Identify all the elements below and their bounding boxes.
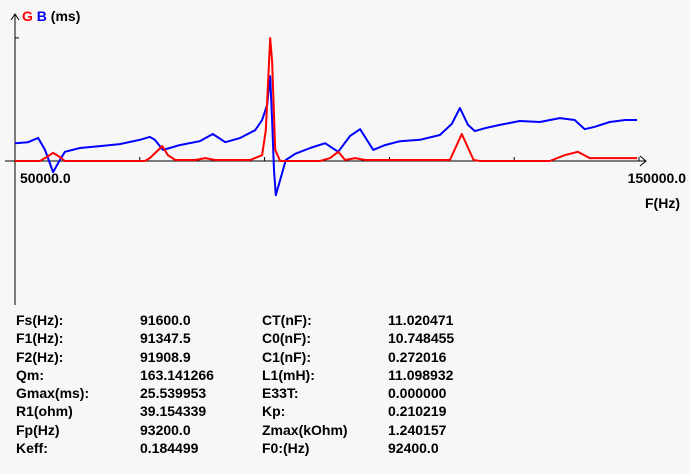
results-row: F2(Hz): 91908.9 C1(nF): 0.272016 [16,348,536,366]
results-row: Gmax(ms): 25.539953 E33T: 0.000000 [16,384,536,402]
x-axis-label: F(Hz) [645,195,680,211]
y-label-g: G [22,8,33,24]
param-value: 11.098932 [388,366,454,383]
param-label: Fs(Hz): [16,312,64,328]
param-label: F2(Hz): [16,348,64,365]
param-label: R1(ohm) [16,403,73,420]
param-value: 0.210219 [388,403,447,420]
param-label: C0(nF): [262,330,311,347]
param-label: Fp(Hz) [16,421,60,438]
results-row: F1(Hz): 91347.5 C0(nF): 10.748455 [16,329,536,347]
results-table: Fs(Hz): 91600.0 CT(nF): 11.020471 F1(Hz): 913… [16,311,536,457]
param-label: Keff: [16,440,48,457]
param-label: L1(mH): [262,366,315,383]
param-value: 11.020471 [388,312,454,328]
param-value: 0.000000 [388,385,447,402]
param-label: Kp: [262,403,286,420]
param-value: 39.154339 [140,403,207,420]
y-axis-arrow [10,13,20,21]
results-row: Fs(Hz): 91600.0 CT(nF): 11.020471 [16,311,536,329]
param-value: 92400.0 [388,440,439,457]
results-row: Fp(Hz) 93200.0 Zmax(kOhm) 1.240157 [16,421,536,439]
x-axis-arrow [639,155,647,167]
param-value: 1.240157 [388,421,447,438]
param-label: Zmax(kOhm) [262,421,348,438]
param-label: Qm: [16,366,44,383]
results-row: R1(ohm) 39.154339 Kp: 0.210219 [16,402,536,420]
param-value: 0.272016 [388,348,447,365]
series-g-line [15,37,638,162]
param-value: 91347.5 [140,330,191,347]
y-label-unit: (ms) [50,8,81,24]
results-row: Qm: 163.141266 L1(mH): 11.098932 [16,366,536,384]
param-value: 163.141266 [140,366,214,383]
param-value: 91908.9 [140,348,191,365]
x-tick-label-min: 50000.0 [20,170,71,186]
x-tick-label-max: 150000.0 [627,170,686,186]
param-label: F1(Hz): [16,330,64,347]
param-label: E33T: [262,385,299,402]
series-b-line [14,75,638,197]
param-value: 10.748455 [388,330,455,347]
results-row: Keff: 0.184499 F0:(Hz) 92400.0 [16,439,536,457]
param-label: C1(nF): [262,348,311,365]
param-label: Gmax(ms): [16,385,90,402]
y-label-b: B [36,8,47,24]
param-value: 25.539953 [140,385,207,402]
series-lines [14,37,638,197]
param-label: F0:(Hz) [262,440,310,457]
param-value: 93200.0 [140,421,191,438]
param-label: CT(nF): [262,312,312,328]
param-value: 0.184499 [140,440,199,457]
y-axis-label: G B (ms) [22,8,80,24]
param-value: 91600.0 [140,312,191,328]
